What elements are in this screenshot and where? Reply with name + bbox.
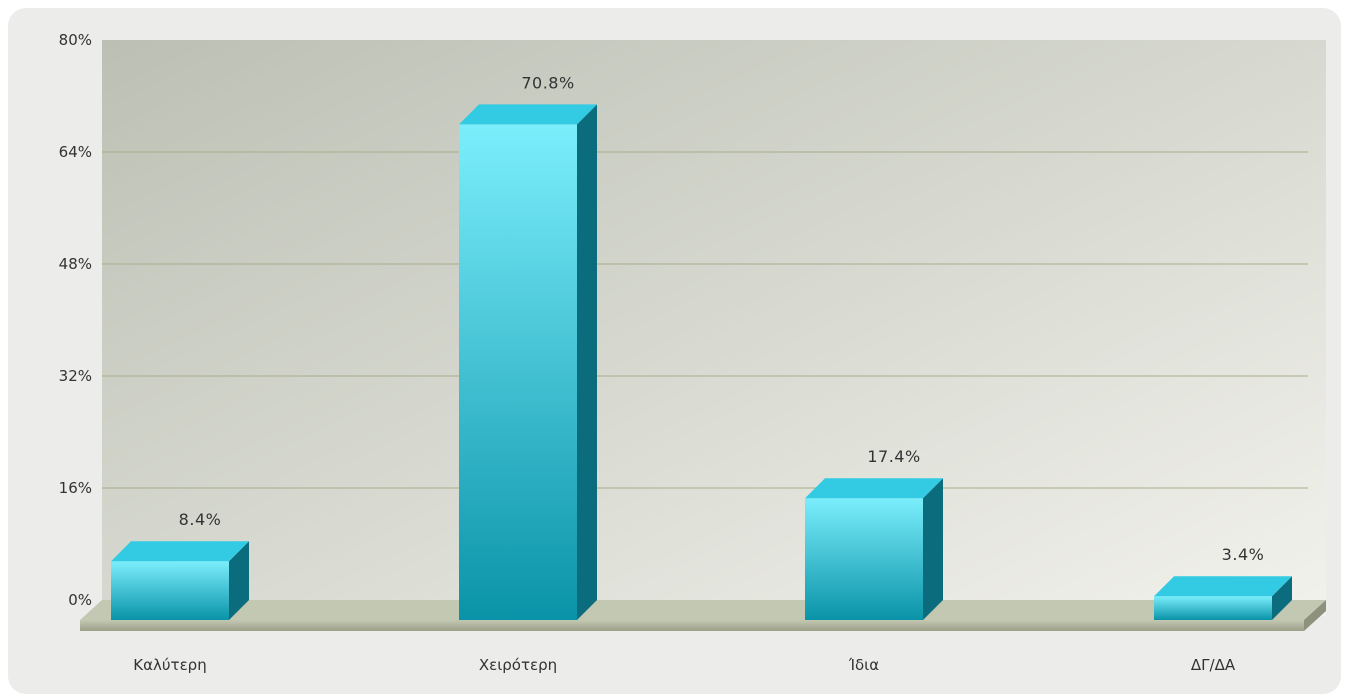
chart-floor: [80, 600, 1326, 631]
x-category-label: Χειρότερη: [479, 656, 557, 674]
bar-chart: 0% 16% 32% 48% 64% 80% 8.4% 70.8% 17.4% 3.4% Καλ…: [59, 31, 1326, 674]
y-tick-label: 32%: [59, 367, 92, 385]
bar-side: [577, 104, 597, 620]
x-category-label: Καλύτερη: [133, 656, 206, 674]
bar-side: [1272, 576, 1292, 620]
bar-1: 70.8%: [459, 73, 597, 621]
bar-front: [111, 561, 229, 620]
bar-front: [805, 498, 923, 620]
bar-front: [1154, 596, 1272, 620]
bar-3: 3.4%: [1154, 545, 1292, 620]
y-axis: 0% 16% 32% 48% 64% 80%: [59, 31, 92, 609]
y-tick-label: 80%: [59, 31, 92, 49]
y-tick-label: 64%: [59, 143, 92, 161]
floor-side: [1304, 600, 1326, 631]
plot-area: [102, 40, 1326, 616]
gridlines: [102, 151, 1308, 489]
x-category-label: Ίδια: [848, 656, 879, 674]
bar-top: [459, 104, 597, 125]
bar-side: [923, 478, 943, 620]
y-tick-label: 48%: [59, 255, 92, 273]
bar-value-label: 17.4%: [867, 447, 920, 466]
floor-top: [80, 600, 1326, 620]
bar-value-label: 3.4%: [1222, 545, 1265, 564]
bar-2: 17.4%: [805, 447, 943, 620]
x-axis: Καλύτερη Χειρότερη Ίδια ΔΓ/ΔΑ: [133, 656, 1236, 674]
bar-side: [229, 541, 249, 620]
bar-value-label: 70.8%: [521, 73, 574, 92]
bar-front: [459, 124, 577, 621]
bar-top: [1154, 576, 1292, 597]
y-tick-label: 0%: [68, 591, 92, 609]
bar-top: [805, 478, 943, 499]
chart-card: 0% 16% 32% 48% 64% 80% 8.4% 70.8% 17.4% 3.4% Καλ…: [8, 8, 1341, 694]
bar-value-label: 8.4%: [179, 510, 222, 529]
bars: 8.4% 70.8% 17.4% 3.4%: [111, 73, 1292, 621]
x-category-label: ΔΓ/ΔΑ: [1191, 656, 1236, 674]
y-tick-label: 16%: [59, 479, 92, 497]
floor-front: [80, 620, 1304, 631]
bar-top: [111, 541, 249, 562]
bar-0: 8.4%: [111, 510, 249, 620]
